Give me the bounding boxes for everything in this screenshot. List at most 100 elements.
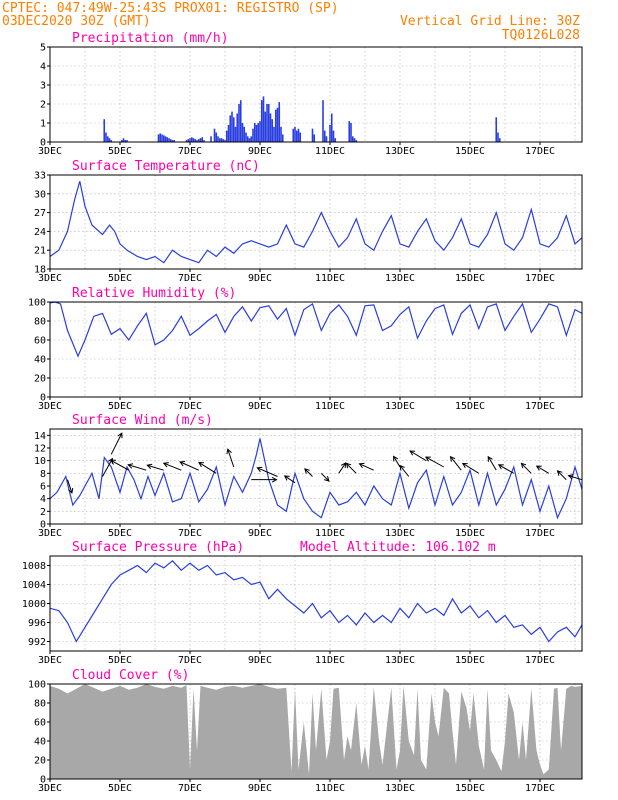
cloud-xtick-label: 13DEC [385, 783, 415, 794]
rh-ytick-label: 80 [34, 317, 46, 328]
panel-pres: Surface Pressure (hPa) Model Altitude: 10… [22, 540, 583, 666]
precip-xtick-label: 15DEC [455, 146, 485, 157]
precip-bar [295, 130, 298, 142]
precip-bar [227, 124, 230, 142]
precip-bar [229, 115, 232, 142]
precip-bar [260, 100, 263, 142]
cloud-xtick-label: 11DEC [315, 783, 345, 794]
precip-bar [232, 117, 235, 142]
precip-bar [313, 134, 316, 142]
wind-arrow-shaft [393, 456, 401, 468]
precip-bar [234, 126, 237, 142]
precip-bar [329, 124, 331, 142]
pres-ytick-label: 992 [28, 637, 46, 648]
precip-xtick-label: 3DEC [38, 146, 62, 157]
wind-xtick-label: 9DEC [248, 528, 272, 539]
wind-arrow-shaft [179, 461, 199, 471]
wind-arrow-head [117, 432, 123, 439]
precip-bar [106, 136, 109, 142]
rh-xtick-label: 5DEC [108, 401, 132, 412]
precip-bar [330, 113, 333, 142]
panel-cloud: Cloud Cover (%) 0 20 40 60 80 100 3DEC 5DEC 7DEC 9… [28, 668, 583, 794]
precip-bar [262, 96, 265, 142]
wind-arrow-shaft [128, 464, 147, 471]
wind-title: Surface Wind (m/s) [72, 413, 213, 428]
rh-xtick-label: 13DEC [385, 401, 415, 412]
panel-rh: Relative Humidity (%) 0 20 40 60 80 100 3DEC 5DE… [28, 286, 583, 412]
precip-bar [239, 100, 242, 142]
wind-arrow-head [304, 468, 310, 474]
precip-bar [273, 126, 275, 142]
precip-bar [267, 104, 270, 142]
precip-ytick-label: 0 [40, 138, 46, 149]
precip-xtick-label: 9DEC [248, 146, 272, 157]
wind-series-line [49, 438, 583, 520]
precip-bar [126, 140, 128, 142]
pres-xtick-label: 9DEC [248, 655, 272, 666]
rh-ytick-label: 40 [34, 355, 46, 366]
wind-arrow-shaft [450, 456, 462, 471]
precip-bar [192, 138, 195, 142]
precip-bar [157, 134, 160, 142]
cloud-xtick-label: 17DEC [525, 783, 555, 794]
wind-arrow-head [109, 459, 116, 465]
panel-precip: Precipitation (mm/h) 0 1 2 3 4 5 3DEC 5DEC 7DEC 9D… [38, 31, 583, 157]
rh-xtick-label: 3DEC [38, 401, 62, 412]
temp-frame [49, 174, 583, 270]
precip-bar [353, 138, 356, 142]
precip-bar [245, 132, 247, 142]
cloud-xtick-label: 9DEC [248, 783, 272, 794]
wind-arrow-shaft [284, 475, 296, 484]
wind-xtick-label: 17DEC [525, 528, 555, 539]
header-grid-note: Vertical Grid Line: 30Z [400, 14, 580, 29]
wind-xtick-label: 11DEC [315, 528, 345, 539]
wind-ytick-label: 8 [40, 469, 46, 480]
wind-arrow-head [340, 462, 347, 469]
wind-arrow-head [497, 464, 504, 470]
wind-arrow-shaft [67, 479, 73, 494]
precip-xtick-label: 13DEC [385, 146, 415, 157]
precip-bar [161, 134, 163, 142]
rh-xtick-label: 15DEC [455, 401, 485, 412]
precip-bar [297, 128, 300, 142]
cloud-xtick-label: 3DEC [38, 783, 62, 794]
precip-bar [355, 140, 358, 142]
precip-bar [213, 128, 216, 142]
precip-bar [215, 132, 218, 142]
precip-bar [350, 123, 352, 142]
wind-arrow-shaft [227, 449, 235, 468]
precip-xtick-label: 17DEC [525, 146, 555, 157]
precip-bar [122, 138, 125, 142]
precip-bar [274, 109, 277, 142]
rh-ytick-label: 20 [34, 374, 46, 385]
wind-arrow-shaft [557, 470, 567, 481]
cloud-xtick-label: 5DEC [108, 783, 132, 794]
temp-ytick-label: 24 [34, 227, 46, 238]
temp-xtick-label: 7DEC [178, 273, 202, 284]
wind-arrow-shaft [304, 468, 313, 477]
wind-arrow-head [424, 456, 431, 462]
wind-arrow-shaft [102, 458, 113, 477]
precip-bar [199, 138, 202, 142]
precip-bar [264, 111, 267, 142]
wind-arrow-shaft [359, 463, 374, 471]
temp-xtick-label: 11DEC [315, 273, 345, 284]
precip-bar [257, 123, 260, 142]
precip-bar [108, 138, 111, 142]
cloud-xtick-label: 15DEC [455, 783, 485, 794]
temp-xtick-label: 9DEC [248, 273, 272, 284]
wind-arrow-head [323, 476, 330, 482]
wind-arrow-shaft [520, 463, 532, 474]
wind-arrow-head [127, 463, 134, 469]
rh-frame [49, 301, 583, 398]
precip-bar [190, 137, 193, 142]
wind-arrow-head [271, 476, 278, 483]
wind-arrow-head [283, 475, 290, 481]
precip-bar [162, 135, 165, 142]
header-model-id: TQ0126L028 [502, 28, 580, 43]
precip-bar [351, 136, 354, 142]
header-date: 03DEC2020 30Z (GMT) [2, 14, 151, 29]
